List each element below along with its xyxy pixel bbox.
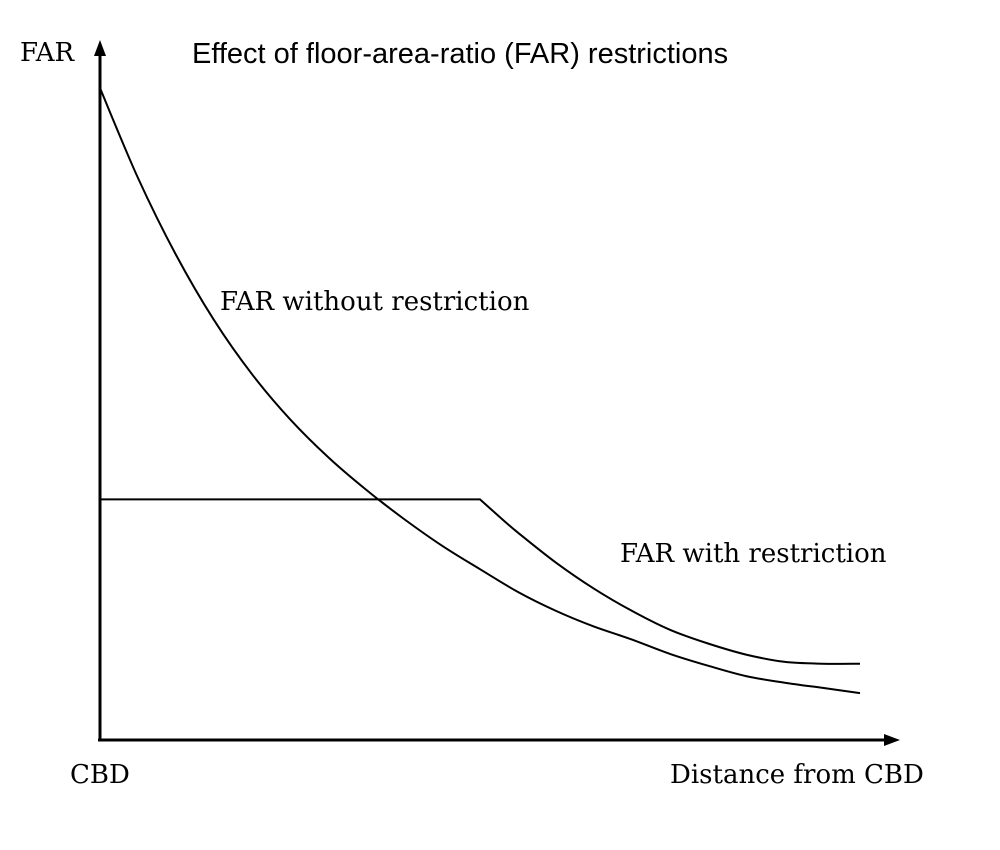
series-line-far-with-restriction [100, 498, 861, 665]
chart-title: Effect of floor-area-ratio (FAR) restric… [192, 38, 728, 70]
x-axis-arrowhead [884, 734, 900, 746]
y-axis-label: FAR [20, 38, 76, 68]
x-axis [98, 734, 900, 746]
y-axis [94, 40, 106, 740]
y-axis-arrowhead [94, 40, 106, 56]
series-line-far-without-restriction [99, 87, 861, 695]
x-axis-label: Distance from CBD [670, 760, 924, 790]
annotation-far-with-restriction: FAR with restriction [620, 539, 887, 569]
annotation-far-without-restriction: FAR without restriction [220, 287, 530, 317]
origin-label: CBD [70, 760, 130, 790]
